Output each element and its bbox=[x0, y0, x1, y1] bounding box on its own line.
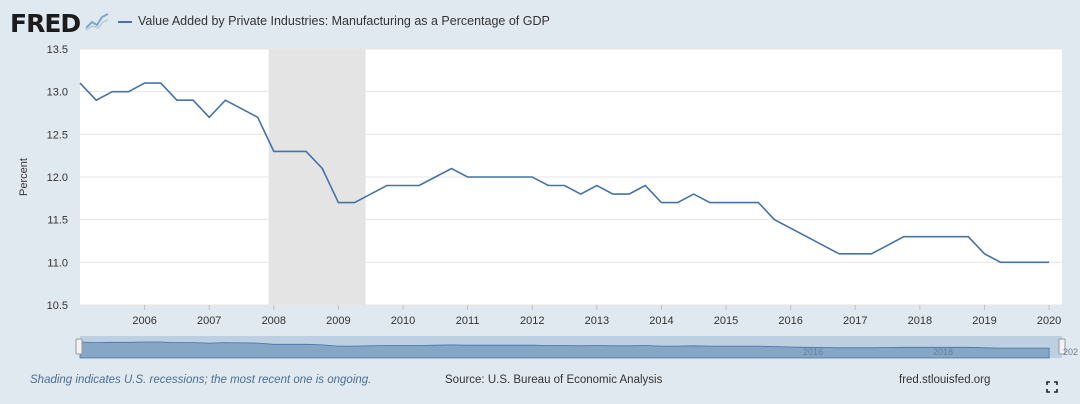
series-line[interactable] bbox=[79, 82, 1050, 264]
x-tick-label: 2020 bbox=[1037, 315, 1061, 327]
y-tick-label: 11.0 bbox=[47, 257, 68, 269]
fullscreen-icon[interactable] bbox=[1046, 381, 1058, 393]
y-tick-label: 12.0 bbox=[47, 172, 68, 184]
y-axis-label: Percent bbox=[18, 158, 30, 196]
x-tick-label: 2009 bbox=[326, 315, 350, 327]
y-tick-label: 13.5 bbox=[47, 44, 68, 56]
x-tick-label: 2018 bbox=[908, 315, 932, 327]
legend-label: Value Added by Private Industries: Manuf… bbox=[138, 14, 550, 28]
range-navigator[interactable]: 2016 2018 202 bbox=[75, 336, 1078, 359]
navigator-label: 2018 bbox=[933, 347, 953, 357]
y-tick-label: 13.0 bbox=[47, 87, 68, 99]
x-tick-label: 2016 bbox=[778, 315, 802, 327]
navigator-label: 2016 bbox=[803, 347, 823, 357]
y-tick-label: 12.5 bbox=[47, 129, 68, 141]
grid-lines bbox=[80, 48, 1062, 306]
legend[interactable]: Value Added by Private Industries: Manuf… bbox=[118, 14, 550, 28]
x-tick-label: 2008 bbox=[262, 315, 286, 327]
x-tick-label: 2015 bbox=[714, 315, 738, 327]
y-tick-label: 11.5 bbox=[47, 215, 68, 227]
x-tick-label: 2019 bbox=[972, 315, 996, 327]
fred-logo[interactable]: FRED bbox=[10, 9, 81, 38]
x-tick-label: 2012 bbox=[520, 315, 544, 327]
navigator-label: 202 bbox=[1063, 347, 1078, 357]
chart-header: FRED Value Added by Private Industries: … bbox=[0, 0, 1080, 42]
fred-graph-icon bbox=[85, 11, 109, 31]
navigator-handle-right[interactable] bbox=[1058, 338, 1066, 355]
x-tick-label: 2017 bbox=[843, 315, 867, 327]
x-tick-label: 2007 bbox=[197, 315, 221, 327]
recession-note: Shading indicates U.S. recessions; the m… bbox=[30, 374, 372, 386]
source-credit: Source: U.S. Bureau of Economic Analysis bbox=[445, 374, 663, 386]
x-tick-label: 2014 bbox=[649, 315, 673, 327]
navigator-handle-left[interactable] bbox=[75, 338, 83, 355]
y-axis: 10.5 11.0 11.5 12.0 12.5 13.0 13.5 bbox=[47, 44, 68, 312]
y-tick-label: 10.5 bbox=[47, 300, 68, 312]
navigator-series-area bbox=[79, 341, 1050, 359]
x-tick-label: 2010 bbox=[391, 315, 415, 327]
site-link[interactable]: fred.stlouisfed.org bbox=[899, 374, 991, 386]
x-tick-label: 2013 bbox=[585, 315, 609, 327]
legend-line-swatch bbox=[118, 20, 132, 23]
x-axis: 2006 2007 2008 2009 2010 2011 2012 2013 2014 2015… bbox=[132, 305, 1061, 327]
x-tick-label: 2006 bbox=[132, 315, 156, 327]
x-tick-label: 2011 bbox=[456, 315, 480, 327]
